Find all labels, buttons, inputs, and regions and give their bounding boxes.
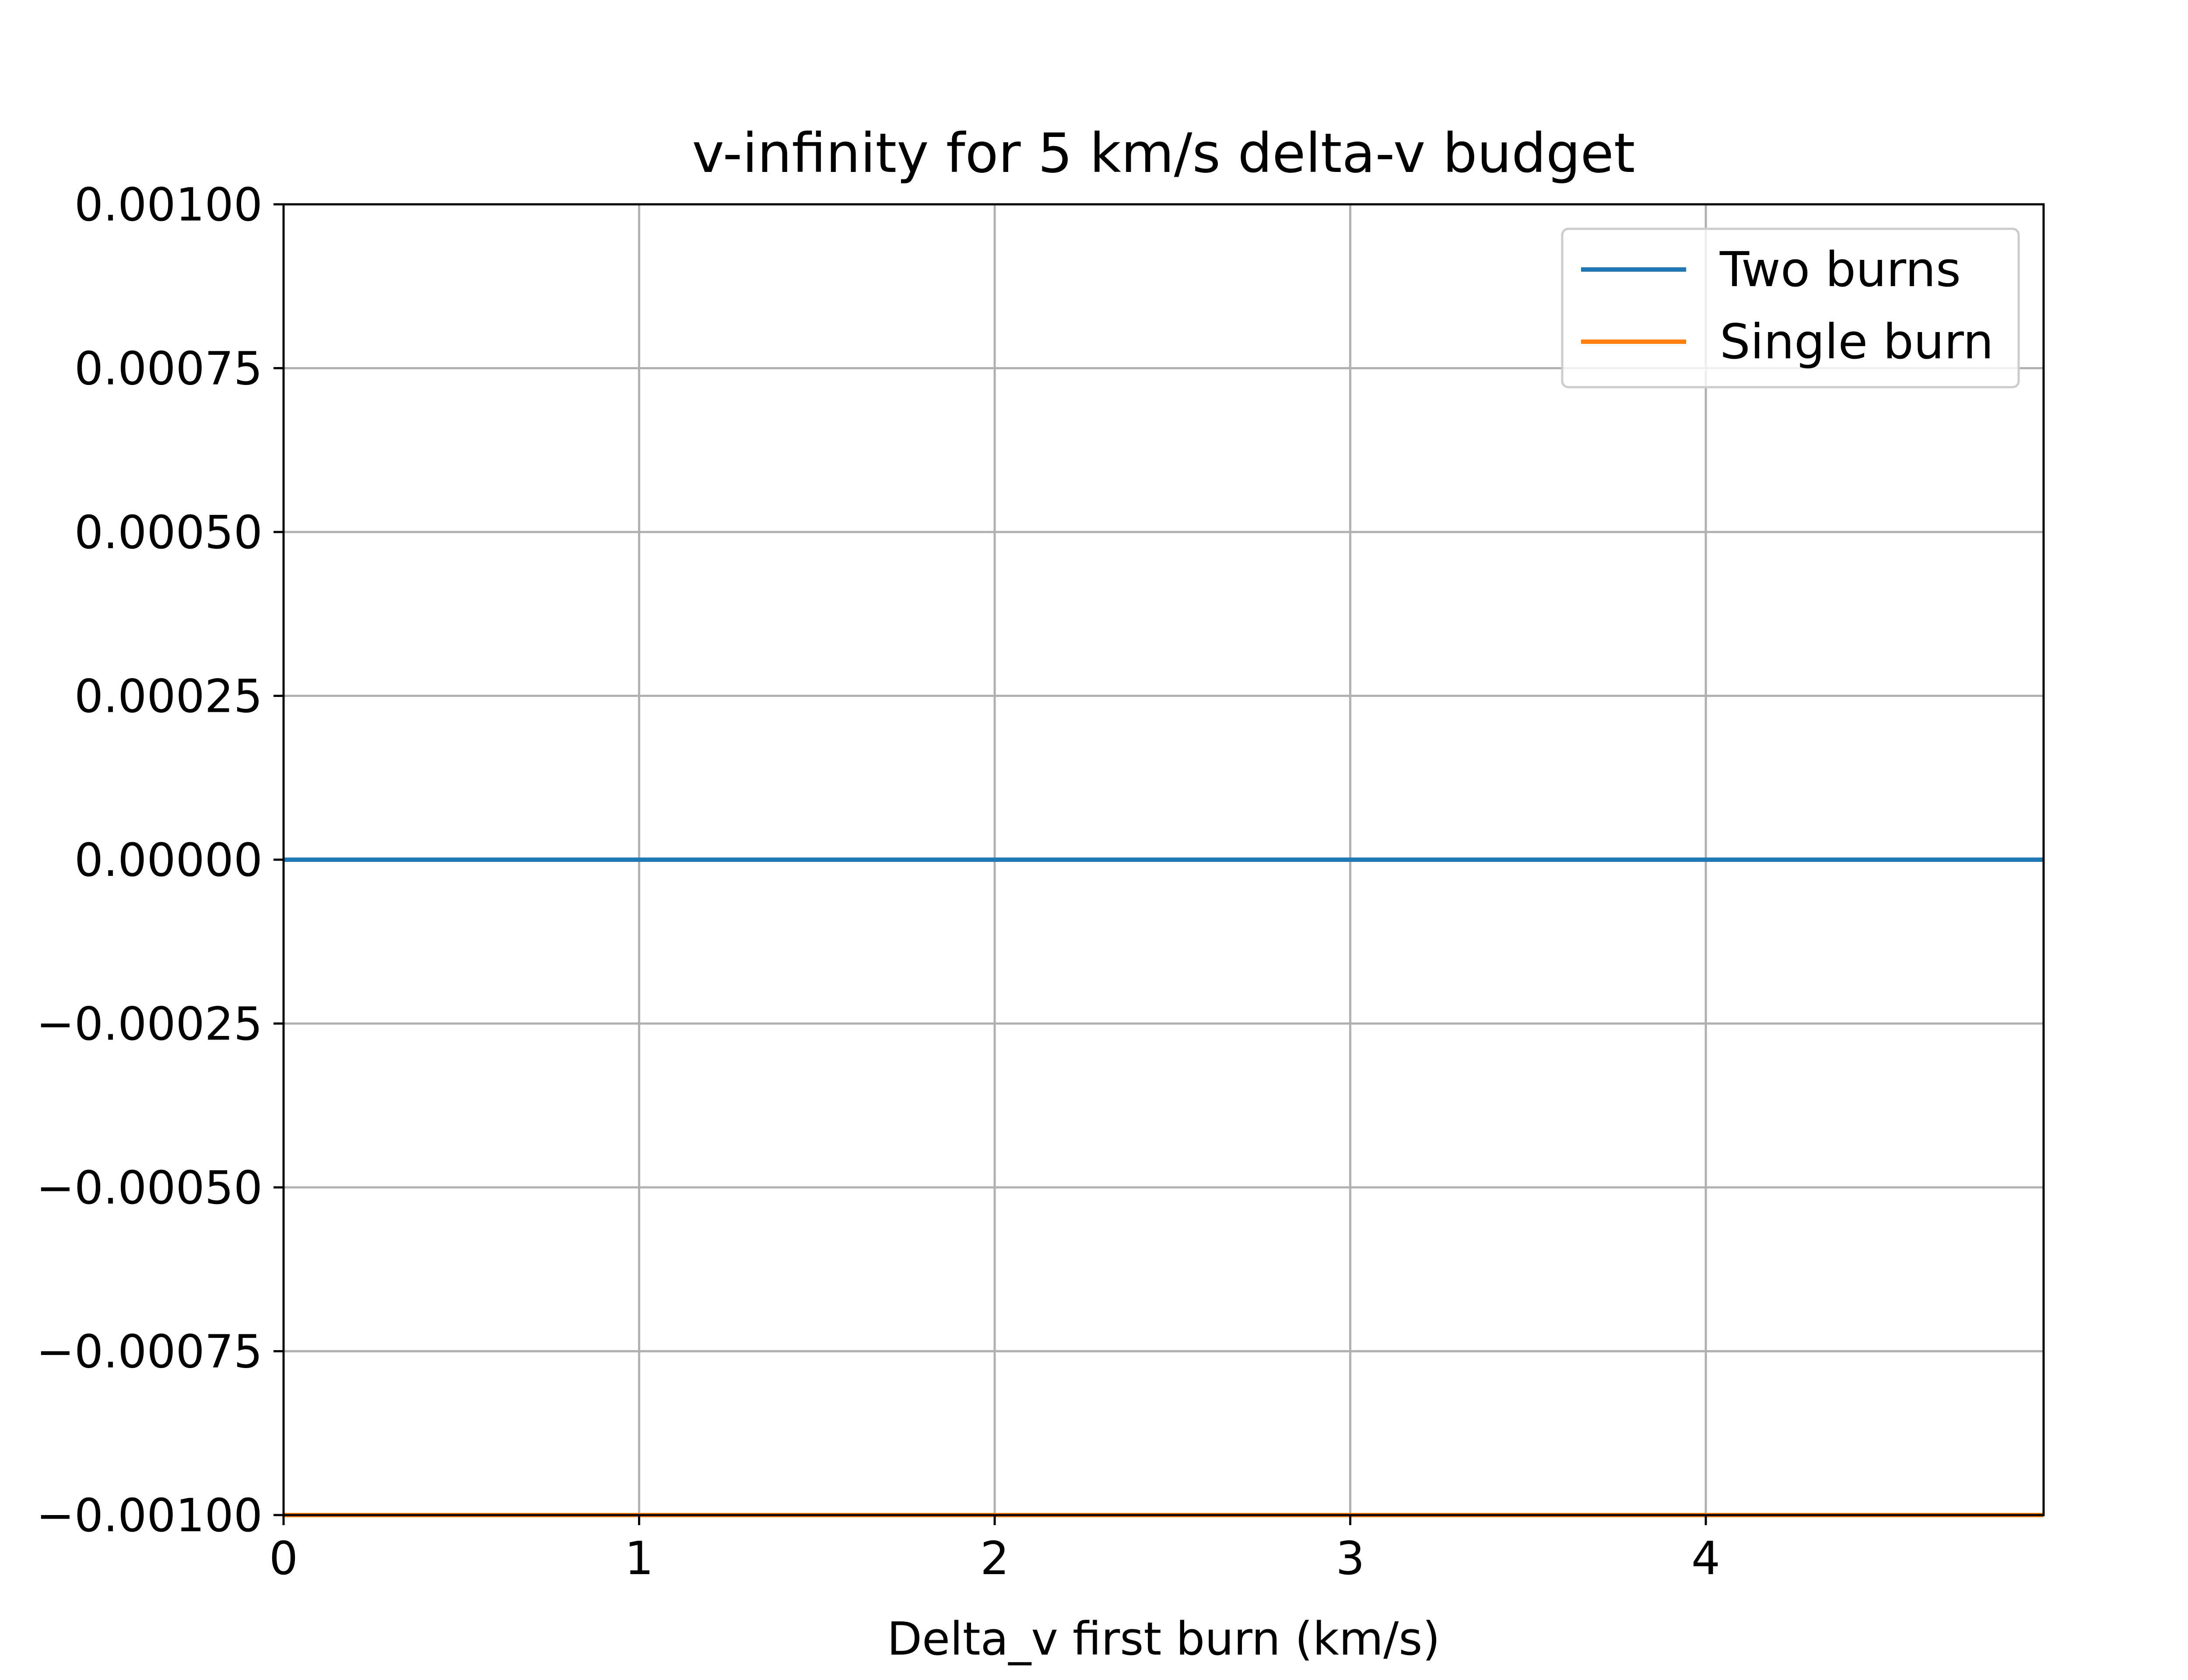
x-tick-label: 3 — [1336, 1532, 1364, 1585]
y-tick-label: 0.00075 — [74, 342, 263, 396]
x-axis-label: Delta_v first burn (km/s) — [887, 1612, 1440, 1666]
y-tick-label: −0.00075 — [36, 1325, 263, 1379]
x-tick-label: 2 — [980, 1532, 1009, 1585]
chart-title: v-infinity for 5 km/s delta-v budget — [692, 122, 1635, 185]
y-tick-label: −0.00100 — [36, 1489, 263, 1542]
x-tick-label: 1 — [624, 1532, 653, 1585]
y-tick-label: 0.00025 — [74, 670, 263, 723]
legend: Two burns Single burn — [1561, 228, 2020, 388]
y-tick-label: 0.00100 — [74, 178, 263, 231]
y-tick-label: 0.00050 — [74, 506, 263, 559]
y-tick-label: −0.00025 — [36, 998, 263, 1051]
y-tick-label: −0.00050 — [36, 1161, 263, 1214]
legend-label-1: Two burns — [1719, 242, 1961, 298]
legend-label-2: Single burn — [1720, 314, 1994, 370]
y-tick-label: 0.00000 — [74, 833, 263, 887]
x-tick-label: 4 — [1691, 1532, 1720, 1585]
x-tick-label: 0 — [269, 1532, 298, 1585]
tick-layer: 0 1 2 3 4 0.00100 0.00075 0.00050 0.00025 0.00000… — [36, 178, 1720, 1585]
